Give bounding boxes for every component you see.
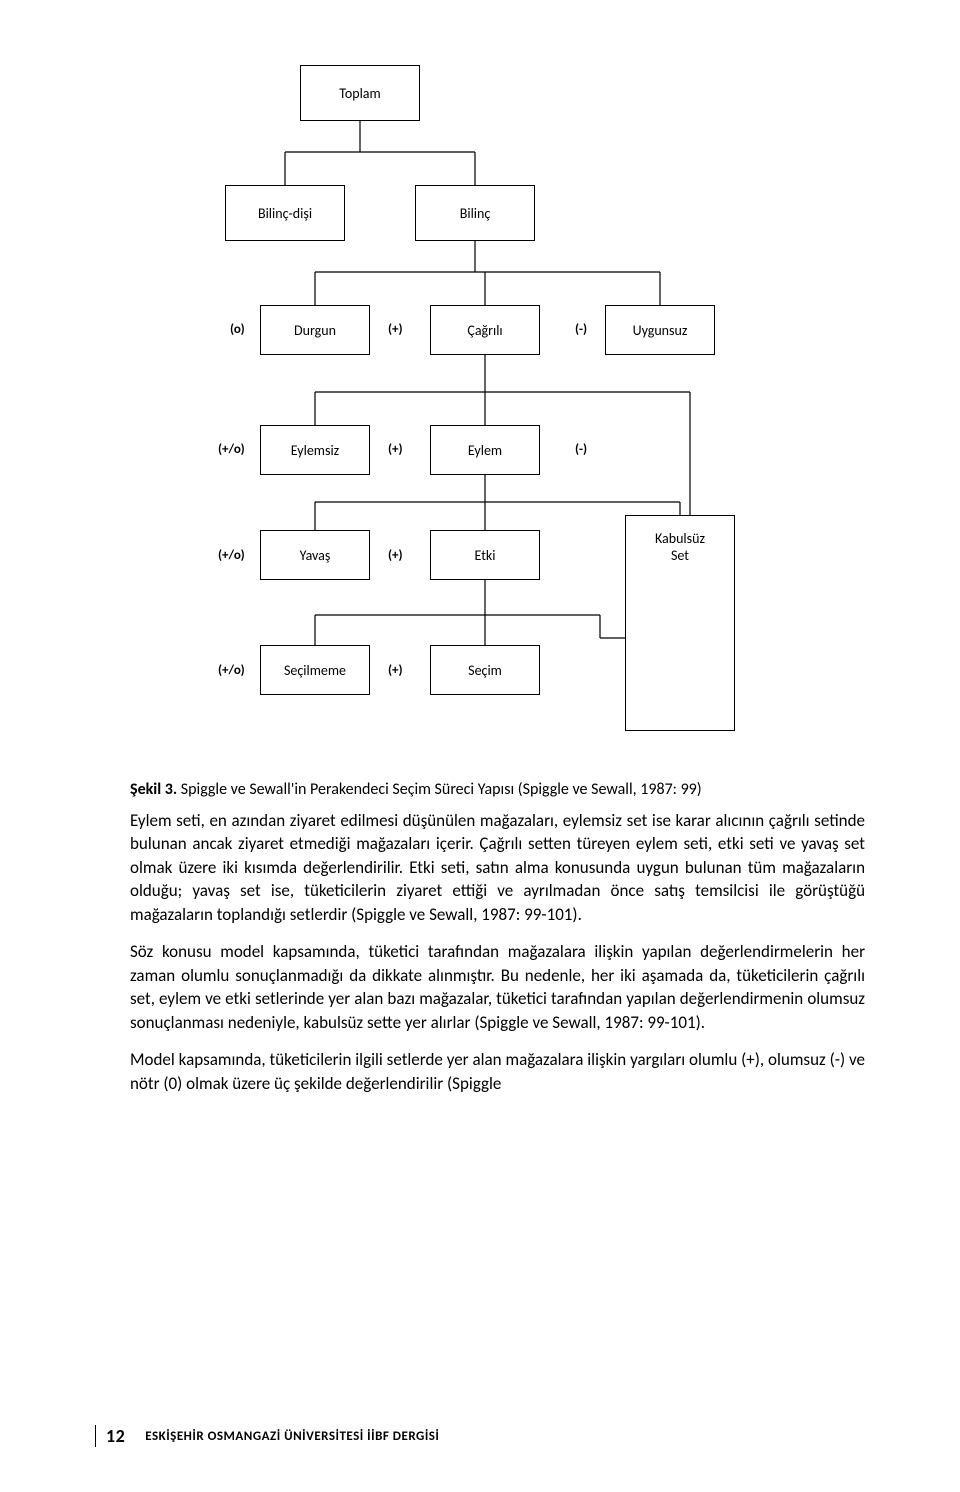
node-etki: Etki — [430, 530, 540, 580]
node-label: Yavaş — [300, 547, 331, 564]
node-secilmeme: Seçilmeme — [260, 645, 370, 695]
node-eylemsiz: Eylemsiz — [260, 425, 370, 475]
footer-text: ESKİŞEHİR OSMANGAZİ ÜNİVERSİTESİ İİBF DE… — [145, 1429, 439, 1444]
node-durgun: Durgun — [260, 305, 370, 355]
sign-plus-o: (+/o) — [218, 442, 245, 457]
node-label: Uygunsuz — [633, 322, 688, 339]
node-eylem: Eylem — [430, 425, 540, 475]
node-label: Eylemsiz — [291, 442, 339, 459]
node-label: Bilinç-dişi — [258, 205, 312, 222]
sign-plus: (+) — [388, 442, 403, 457]
node-bilinc: Bilinç — [415, 185, 535, 241]
tree-diagram: Toplam Bilinç-dişi Bilinç Durgun Çağrılı… — [130, 40, 850, 750]
node-label: Seçilmeme — [284, 662, 346, 679]
sign-plus-o: (+/o) — [218, 663, 245, 678]
caption-text: Spiggle ve Sewall'in Perakendeci Seçim S… — [177, 780, 701, 799]
caption-label: Şekil 3. — [130, 780, 177, 799]
node-label: Bilinç — [460, 205, 491, 222]
sign-plus: (+) — [388, 663, 403, 678]
node-label: Çağrılı — [467, 322, 502, 339]
body-text: Eylem seti, en azından ziyaret edilmesi … — [130, 809, 865, 1095]
node-cagrili: Çağrılı — [430, 305, 540, 355]
sign-plus: (+) — [388, 548, 403, 563]
node-label: Eylem — [468, 442, 502, 459]
node-label: Etki — [475, 547, 496, 564]
sign-plus-o: (+/o) — [218, 548, 245, 563]
paragraph: Söz konusu model kapsamında, tüketici ta… — [130, 940, 865, 1034]
node-uygunsuz: Uygunsuz — [605, 305, 715, 355]
node-bilincdisi: Bilinç-dişi — [225, 185, 345, 241]
paragraph: Eylem seti, en azından ziyaret edilmesi … — [130, 809, 865, 926]
figure-caption: Şekil 3. Spiggle ve Sewall'in Perakendec… — [130, 780, 865, 799]
node-kabulsuz-set: Kabulsüz Set — [625, 515, 735, 731]
node-secim: Seçim — [430, 645, 540, 695]
paragraph: Model kapsamında, tüketicilerin ilgili s… — [130, 1048, 865, 1095]
node-toplam: Toplam — [300, 65, 420, 121]
sidebox-label-bottom: Set — [671, 547, 689, 564]
node-label: Durgun — [294, 322, 336, 339]
sign-plus: (+) — [388, 322, 403, 337]
node-label: Toplam — [339, 85, 380, 102]
connector-lines — [130, 40, 850, 750]
sign-o: (o) — [230, 322, 245, 337]
node-label: Seçim — [468, 662, 502, 679]
node-yavas: Yavaş — [260, 530, 370, 580]
page-footer: 12 ESKİŞEHİR OSMANGAZİ ÜNİVERSİTESİ İİBF … — [95, 1425, 439, 1447]
sign-minus: (-) — [575, 442, 587, 457]
sidebox-label-top: Kabulsüz — [655, 530, 705, 547]
sign-minus: (-) — [575, 322, 587, 337]
page-number: 12 — [106, 1425, 135, 1447]
